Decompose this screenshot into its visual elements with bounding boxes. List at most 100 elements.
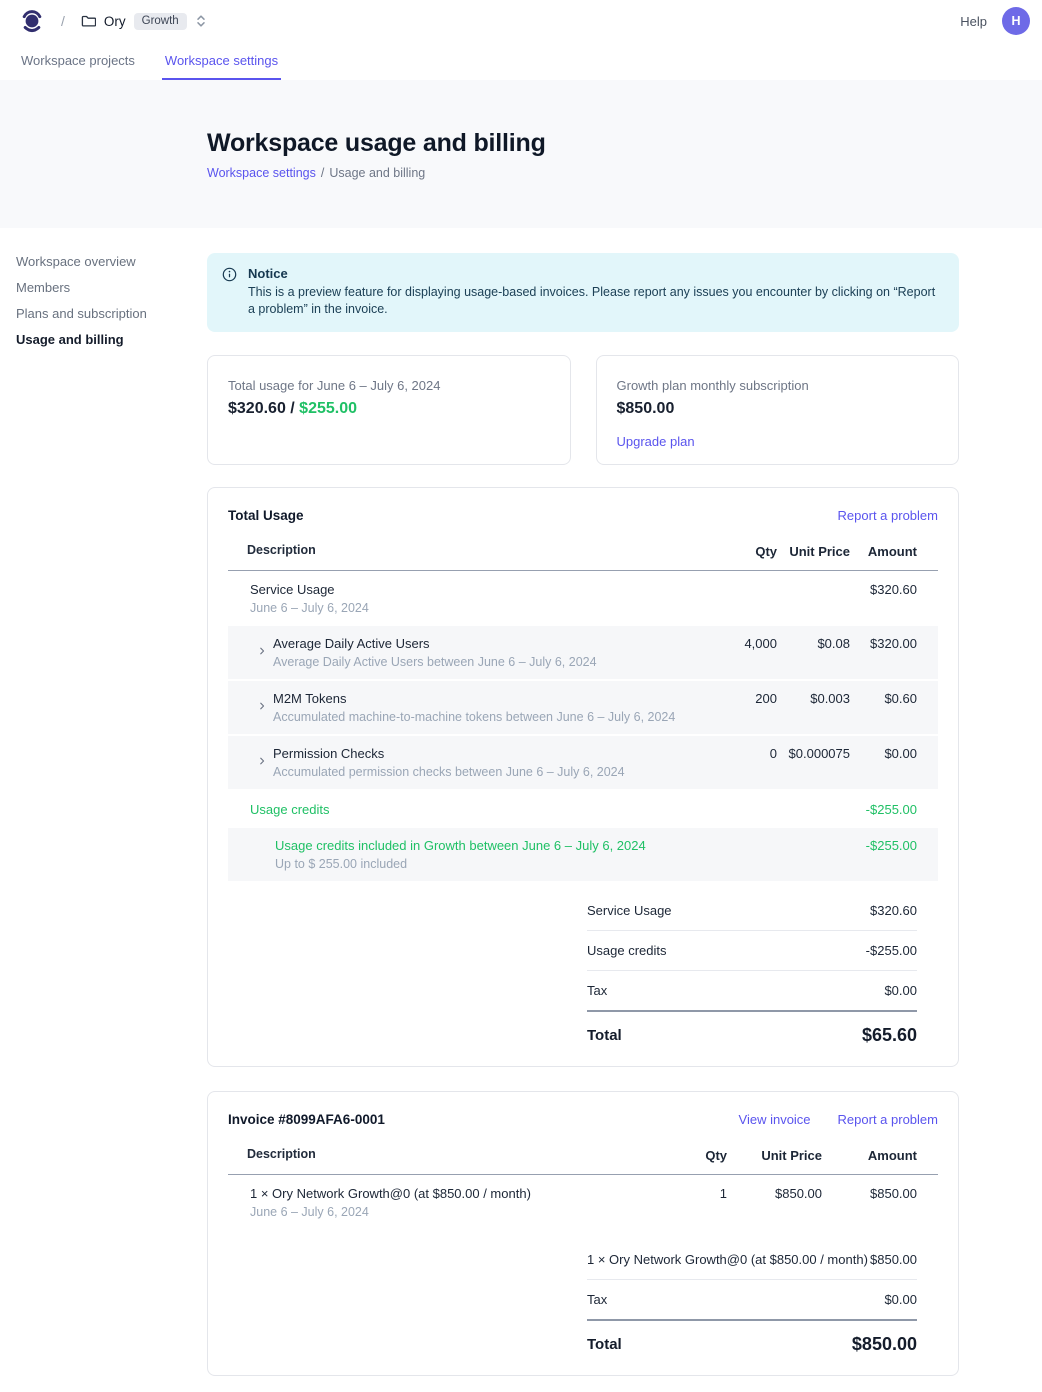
sidebar-item-members[interactable]: Members [16,280,71,295]
chevron-right-icon[interactable] [254,646,270,656]
summary-value: $65.60 [861,1025,917,1045]
chevron-right-icon[interactable] [254,701,270,711]
topbar-separator: / [61,13,65,29]
chevron-right-icon[interactable] [254,756,270,766]
amount-cell: $320.00 [870,636,917,651]
help-link[interactable]: Help [960,13,987,29]
summary-value: $850.00 [851,1334,917,1354]
description-cell: Permission Checks Accumulated permission … [228,745,697,780]
sidebar-item-usage-and-billing[interactable]: Usage and billing [16,332,124,347]
total-usage-table-card: Total Usage Report a problem Description… [207,487,959,1067]
usage-credit-amount: $255.00 [299,400,358,417]
row-title: Service Usage [250,582,335,597]
summary-row: Usage credits -$255.00 [587,931,917,971]
table-row: Usage credits included in Growth between… [228,828,938,881]
column-header-unit-price: Unit Price [789,544,850,559]
invoice-report-problem-link[interactable]: Report a problem [837,1112,938,1127]
summary-label: Usage credits [587,943,667,958]
summary-row: 1 × Ory Network Growth@0 (at $850.00 / m… [587,1240,917,1280]
notice-title: Notice [248,266,288,281]
unit-price-cell: $0.003 [810,691,850,706]
sidebar-item-workspace-overview[interactable]: Workspace overview [16,254,136,269]
sidebar-item-plans-and-subscription[interactable]: Plans and subscription [16,306,147,321]
description-cell: Usage credits included in Growth between… [228,837,697,872]
workspace-name: Ory [103,13,126,29]
amount-cell: $0.60 [884,691,917,706]
summary-row: Service Usage $320.60 [587,891,917,931]
summary-label: Total [587,1027,622,1044]
invoice-title: Invoice #8099AFA6-0001 [228,1112,385,1127]
workspace-tabbar: Workspace projects Workspace settings [0,42,1042,80]
settings-sidebar: Workspace overview Members Plans and sub… [0,228,207,1392]
summary-value: $320.60 [870,903,917,918]
amount-cell: -$255.00 [865,838,917,853]
topbar: / Ory Growth Help H [0,0,1042,42]
avatar[interactable]: H [1002,7,1030,35]
row-title: Average Daily Active Users [273,636,430,651]
view-invoice-link[interactable]: View invoice [738,1112,811,1127]
summary-label: Service Usage [587,903,672,918]
usage-table: Description Qty Unit Price Amount Service Us… [228,537,938,881]
workspace-switcher[interactable]: Ory Growth [81,12,207,30]
summary-value: -$255.00 [865,943,917,958]
usage-amount: $320.60 / [228,400,300,417]
workspace-plan-badge: Growth [133,12,187,30]
table-header-row: Description Qty Unit Price Amount [228,537,938,571]
breadcrumb-workspace-settings-link[interactable]: Workspace settings [207,166,316,180]
tab-workspace-projects[interactable]: Workspace projects [21,52,135,68]
row-text: Usage credits [250,801,697,818]
qty-cell: 200 [755,691,777,706]
subscription-value: $850.00 [616,400,675,417]
table-row: Usage credits -$255.00 [228,791,938,828]
ory-logo[interactable] [20,8,44,35]
summary-label: Total [587,1336,622,1353]
column-header-qty: Qty [705,1148,727,1163]
table-header-row: Description Qty Unit Price Amount [228,1141,938,1175]
qty-cell: 4,000 [744,636,777,651]
tab-workspace-settings[interactable]: Workspace settings [161,42,282,80]
description-cell: Average Daily Active Users Average Daily … [228,635,697,670]
invoice-table: Description Qty Unit Price Amount 1 × Ory Ne… [228,1141,938,1230]
row-subtitle: June 6 – July 6, 2024 [250,601,369,615]
upgrade-plan-link[interactable]: Upgrade plan [616,434,695,449]
ory-logo-icon [22,9,42,32]
report-problem-link[interactable]: Report a problem [837,508,938,523]
table-row: Service Usage June 6 – July 6, 2024 $320.6… [228,571,938,626]
row-title: 1 × Ory Network Growth@0 (at $850.00 / m… [250,1186,531,1201]
row-subtitle: June 6 – July 6, 2024 [250,1205,369,1219]
table-row: 1 × Ory Network Growth@0 (at $850.00 / m… [228,1175,938,1230]
page-header: Workspace usage and billing Workspace se… [0,80,1042,228]
invoice-summary: 1 × Ory Network Growth@0 (at $850.00 / m… [587,1240,917,1357]
unit-price-cell: $0.000075 [788,746,850,761]
notice-banner: Notice This is a preview feature for dis… [207,253,959,332]
description-cell: M2M Tokens Accumulated machine-to-machine… [228,690,697,725]
column-header-description: Description [247,1147,316,1161]
unit-price-cell: $0.08 [817,636,850,651]
summary-label: Tax [587,983,608,998]
table-row[interactable]: Permission Checks Accumulated permission … [228,736,938,789]
description-cell: Service Usage June 6 – July 6, 2024 [228,581,697,616]
qty-cell: 0 [769,746,777,761]
summary-row: Total $850.00 [587,1321,917,1357]
row-subtitle: Accumulated machine-to-machine tokens be… [273,710,676,724]
total-usage-value: $320.60 / $255.00 [228,400,550,418]
column-header-qty: Qty [755,544,777,559]
summary-row: Total $65.60 [587,1012,917,1048]
breadcrumb-current: Usage and billing [329,166,426,180]
summary-label: Tax [587,1292,608,1307]
notice-body: This is a preview feature for displaying… [248,285,936,316]
table-row[interactable]: Average Daily Active Users Average Daily … [228,626,938,679]
amount-cell: $0.00 [884,746,917,761]
summary-value: $850.00 [870,1252,917,1267]
total-usage-card: Total usage for June 6 – July 6, 2024 $3… [207,355,571,465]
amount-cell: $320.60 [870,582,917,597]
row-subtitle: Accumulated permission checks between Ju… [273,765,625,779]
invoice-card: Invoice #8099AFA6-0001 View invoice Repo… [207,1091,959,1376]
description-cell: 1 × Ory Network Growth@0 (at $850.00 / m… [228,1185,667,1220]
column-header-amount: Amount [867,1148,917,1163]
breadcrumb-separator: / [320,166,325,180]
description-cell: Usage credits [228,801,697,818]
summary-row: Tax $0.00 [587,971,917,1012]
table-row[interactable]: M2M Tokens Accumulated machine-to-machine… [228,681,938,734]
row-text: Service Usage June 6 – July 6, 2024 [250,581,697,616]
